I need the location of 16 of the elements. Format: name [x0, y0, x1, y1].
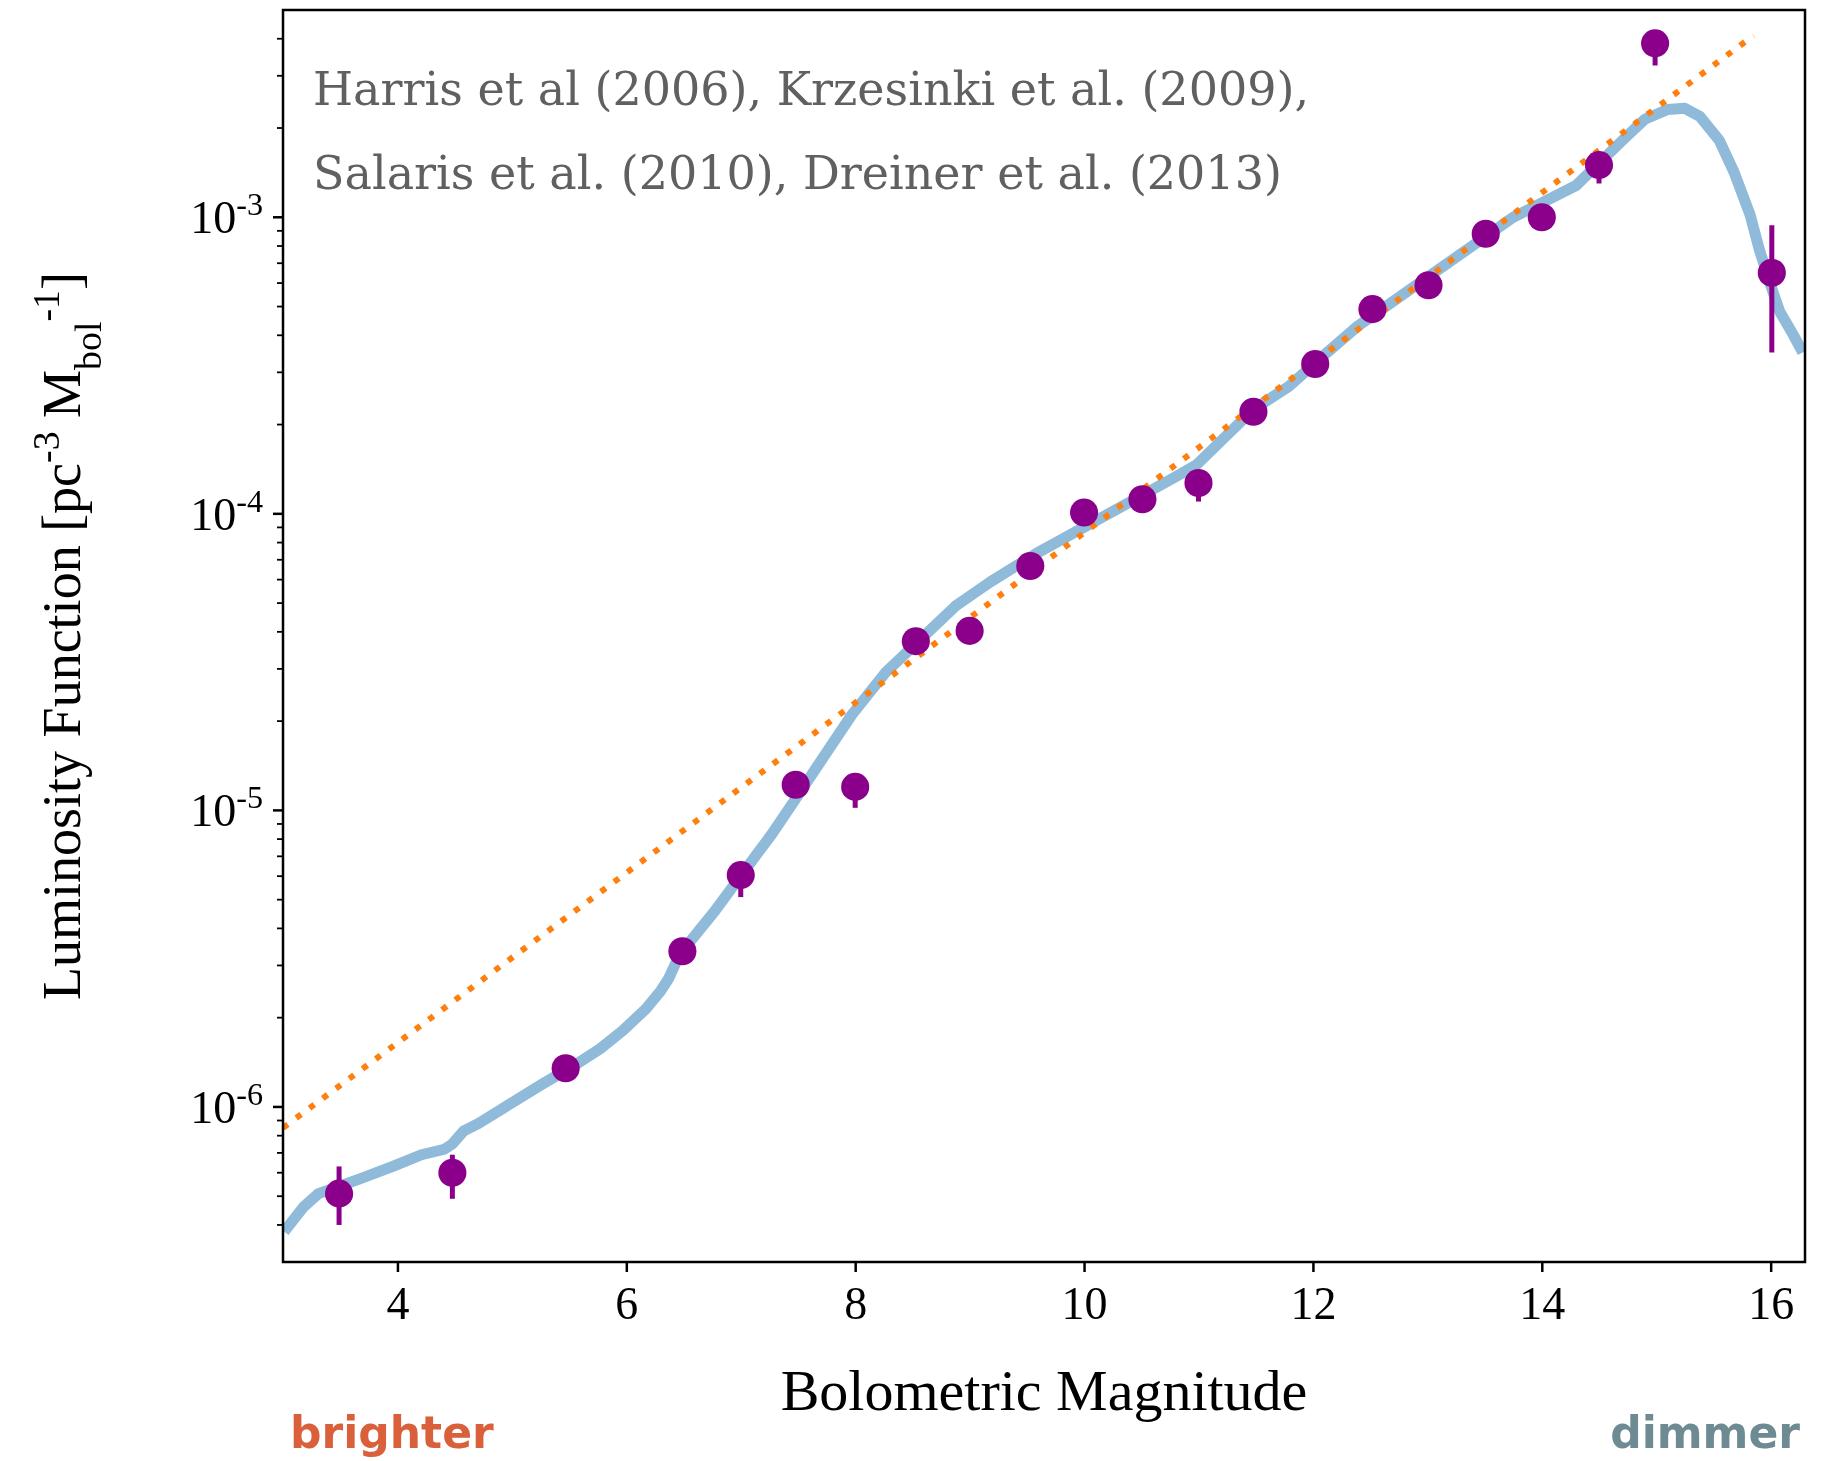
x-tick-label: 6	[615, 1277, 639, 1329]
x-tick-label: 4	[386, 1277, 410, 1329]
x-tick-label: 16	[1748, 1277, 1795, 1329]
text: brighter	[290, 1407, 494, 1458]
y-tick-label: 10$^{-6}$	[190, 1076, 263, 1134]
annotation: Harris et al (2006), Krzesinki et al. (2009),	[313, 62, 1310, 116]
text: dimmer	[1610, 1407, 1801, 1458]
y-tick-label: 10$^{-4}$	[190, 482, 263, 540]
x-tick-label: 14	[1519, 1277, 1566, 1329]
y-tick-label: 10$^{-3}$	[190, 186, 263, 244]
x-tick-label: 8	[844, 1277, 868, 1329]
x-axis-title: Bolometric Magnitude	[780, 1358, 1308, 1423]
x-tick-label: 10	[1061, 1277, 1108, 1329]
annotation: Salaris et al. (2010), Dreiner et al. (2013)	[313, 146, 1282, 200]
x-tick-label: 12	[1290, 1277, 1337, 1329]
y-tick-label: 10$^{-5}$	[190, 779, 263, 837]
